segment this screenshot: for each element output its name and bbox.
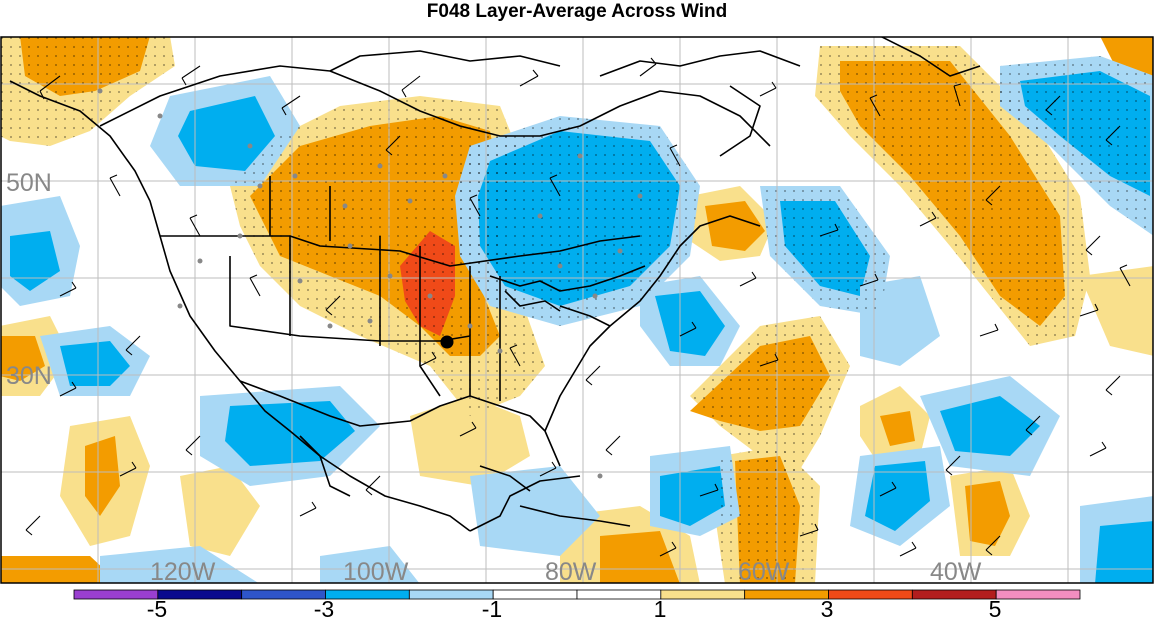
colorbar-swatch (492, 589, 578, 600)
map-frame (0, 36, 1154, 584)
colorbar-label-neg1: -1 (481, 596, 503, 622)
colorbar-label-3: 3 (820, 596, 834, 622)
colorbar-swatch (995, 589, 1081, 600)
lat-label-30n: 30N (6, 362, 52, 390)
colorbar-swatch (660, 589, 746, 600)
colorbar-swatch (911, 589, 997, 600)
colorbar-label-neg3: -3 (313, 596, 335, 622)
latlon-grid (1, 37, 1153, 583)
lon-label-60w: 60W (738, 558, 790, 586)
lon-label-40w: 40W (930, 558, 982, 586)
colorbar-swatch (157, 589, 243, 600)
colorbar-swatch (744, 589, 829, 600)
lat-label-50n: 50N (6, 169, 52, 197)
colorbar-swatch (576, 589, 662, 600)
lon-label-80w: 80W (545, 558, 597, 586)
colorbar-swatches (73, 589, 1081, 600)
colorbar-swatch (408, 589, 494, 600)
colorbar-label-neg5: -5 (146, 596, 168, 622)
coastlines-and-borders (9, 37, 981, 532)
highlight-station-marker (440, 335, 454, 349)
map-title: F048 Layer-Average Across Wind (426, 1, 728, 22)
colorbar-swatch (325, 589, 410, 600)
station-markers (97, 88, 643, 479)
lon-label-100w: 100W (343, 558, 409, 586)
lon-label-120w: 120W (150, 558, 216, 586)
across-wind-map (0, 36, 1154, 584)
colorbar-label-1: 1 (653, 596, 667, 622)
colorbar (73, 589, 1081, 600)
colorbar-swatch (828, 589, 913, 600)
colorbar-swatch (73, 589, 159, 600)
colorbar-label-5: 5 (988, 596, 1002, 622)
wind-barbs (25, 57, 1131, 557)
